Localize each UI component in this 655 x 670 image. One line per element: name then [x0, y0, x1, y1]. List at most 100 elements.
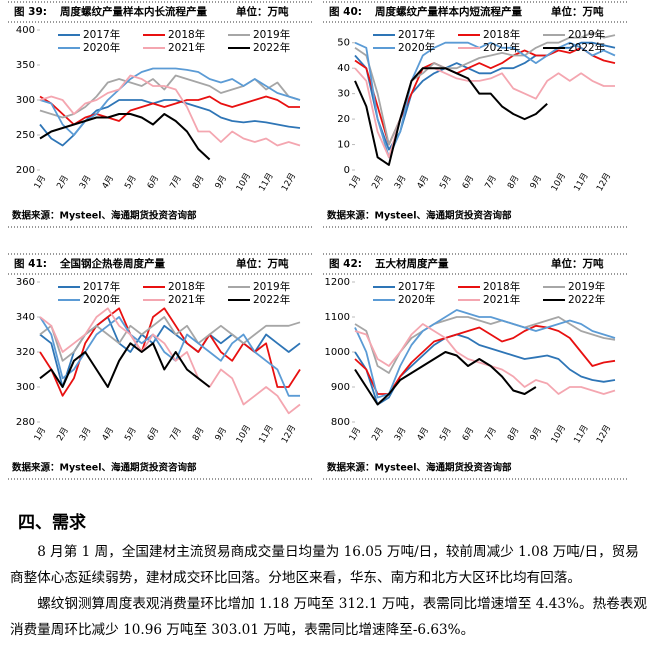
y-tick-label: 400	[16, 25, 35, 36]
x-tick-label: 10月	[550, 171, 568, 193]
figure-label: 图 42:	[329, 258, 362, 270]
legend-label: 2021年	[483, 293, 520, 306]
x-tick-label: 6月	[461, 426, 477, 443]
y-tick-label: 340	[16, 312, 35, 323]
y-tick-label: 1200	[325, 277, 350, 288]
y-tick-label: 250	[16, 130, 35, 141]
series-line	[354, 46, 616, 146]
legend-label: 2021年	[168, 41, 205, 54]
y-tick-label: 320	[16, 347, 35, 358]
y-tick-label: 300	[16, 95, 35, 106]
series-line	[354, 67, 548, 166]
legend-label: 2021年	[168, 293, 205, 306]
x-tick-label: 2月	[55, 426, 71, 443]
x-tick-label: 12月	[280, 171, 298, 193]
legend-label: 2020年	[83, 41, 120, 54]
x-tick-label: 4月	[100, 174, 116, 191]
x-tick-label: 2月	[55, 174, 71, 191]
x-tick-label: 11月	[257, 423, 275, 445]
source: 数据来源：Mysteel、海通期货投资咨询部	[326, 462, 512, 474]
charts: 图 39: 周度螺纹产量样本内长流程产量 单位：万吨2002503003504001…	[8, 1, 628, 480]
x-tick-label: 9月	[528, 426, 544, 443]
y-tick-label: 10	[337, 140, 350, 151]
legend-label: 2018年	[168, 280, 205, 293]
legend-label: 2019年	[568, 28, 605, 41]
legend-label: 2022年	[253, 293, 290, 306]
series-line	[39, 307, 301, 415]
y-tick-label: 350	[16, 60, 35, 71]
y-tick-label: 40	[337, 63, 350, 74]
series-line	[354, 323, 616, 395]
x-tick-label: 1月	[33, 426, 49, 443]
x-tick-label: 7月	[483, 174, 499, 191]
x-tick-label: 5月	[438, 174, 454, 191]
y-tick-label: 0	[344, 165, 350, 176]
y-tick-label: 30	[337, 89, 350, 100]
legend-label: 2019年	[568, 280, 605, 293]
chart-title: 全国钢企热卷周度产量	[59, 257, 165, 270]
chart-title: 周度螺纹产量样本内短流程产量	[375, 5, 522, 18]
y-tick-label: 200	[16, 165, 35, 176]
x-tick-label: 12月	[280, 423, 298, 445]
x-tick-label: 7月	[168, 426, 184, 443]
legend-label: 2022年	[568, 293, 605, 306]
source: 数据来源：Mysteel、海通期货投资咨询部	[326, 210, 512, 222]
x-tick-label: 12月	[595, 423, 613, 445]
x-tick-label: 1月	[348, 174, 364, 191]
x-tick-label: 12月	[595, 171, 613, 193]
series-line	[39, 74, 301, 147]
y-tick-label: 1100	[325, 312, 350, 323]
legend-label: 2017年	[398, 28, 435, 41]
x-tick-label: 4月	[415, 174, 431, 191]
x-tick-label: 8月	[191, 426, 207, 443]
x-tick-label: 6月	[146, 174, 162, 191]
series-line	[39, 316, 300, 397]
series-line	[354, 309, 616, 399]
figure-label: 图 41:	[14, 258, 47, 270]
legend-label: 2018年	[168, 28, 205, 41]
unit: 单位：万吨	[236, 5, 289, 18]
legend-label: 2017年	[83, 280, 120, 293]
x-tick-label: 3月	[393, 426, 409, 443]
x-tick-label: 3月	[78, 426, 94, 443]
source: 数据来源：Mysteel、海通期货投资咨询部	[11, 210, 197, 222]
section: 四、需求 8 月第 1 周，全国建材主流贸易商成交量日均量为 16.05 万吨/…	[10, 508, 647, 643]
series-line	[39, 95, 300, 126]
series-line	[354, 41, 616, 159]
legend-label: 2018年	[483, 28, 520, 41]
unit: 单位：万吨	[551, 257, 604, 270]
legend-label: 2022年	[253, 41, 290, 54]
x-tick-label: 11月	[572, 171, 590, 193]
x-tick-label: 11月	[257, 171, 275, 193]
x-tick-label: 5月	[123, 426, 139, 443]
x-tick-label: 5月	[438, 426, 454, 443]
legend-label: 2022年	[568, 41, 605, 54]
figure-label: 图 39:	[14, 6, 47, 18]
series-line	[39, 113, 211, 161]
series-line	[354, 351, 537, 406]
legend-label: 2017年	[398, 280, 435, 293]
source: 数据来源：Mysteel、海通期货投资咨询部	[11, 462, 197, 474]
series-line	[39, 316, 301, 362]
x-tick-label: 7月	[168, 174, 184, 191]
x-tick-label: 7月	[483, 426, 499, 443]
series-line	[39, 67, 301, 136]
x-tick-label: 8月	[506, 426, 522, 443]
x-tick-label: 1月	[33, 174, 49, 191]
x-tick-label: 6月	[461, 174, 477, 191]
y-tick-label: 1000	[325, 347, 350, 358]
y-tick-label: 800	[331, 417, 350, 428]
paragraph: 8 月第 1 周，全国建材主流贸易商成交量日均量为 16.05 万吨/日，较前周…	[10, 544, 639, 586]
x-tick-label: 4月	[415, 426, 431, 443]
legend-label: 2019年	[253, 280, 290, 293]
y-tick-label: 360	[16, 277, 35, 288]
y-tick-label: 280	[16, 417, 35, 428]
y-tick-label: 20	[337, 114, 350, 125]
chart-title: 五大材周度产量	[375, 257, 449, 270]
x-tick-label: 1月	[348, 426, 364, 443]
x-tick-label: 4月	[100, 426, 116, 443]
x-tick-label: 3月	[78, 174, 94, 191]
x-tick-label: 9月	[213, 174, 229, 191]
legend-label: 2019年	[253, 28, 290, 41]
